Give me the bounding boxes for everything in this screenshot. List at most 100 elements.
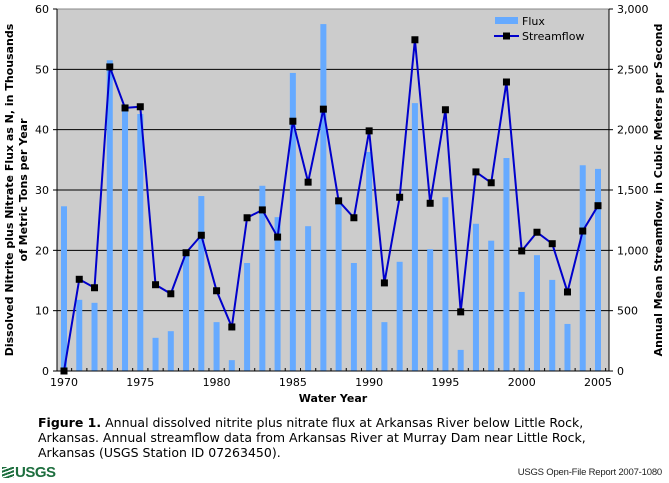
flux-bar-1995 (442, 197, 449, 371)
flux-bar-1973 (106, 60, 113, 372)
x-tick-label: 1975 (126, 376, 154, 389)
flux-bar-1989 (350, 263, 357, 371)
flux-bar-1981 (228, 360, 235, 371)
flux-bar-1976 (152, 337, 159, 371)
flux-bar-1982 (244, 263, 251, 371)
streamflow-point-1977 (167, 290, 175, 298)
legend-streamflow-marker (503, 32, 510, 40)
streamflow-point-1975 (136, 103, 144, 111)
streamflow-point-2004 (579, 227, 587, 235)
streamflow-point-1982 (243, 214, 251, 222)
y-tick-label: 40 (35, 124, 49, 137)
flux-bar-1983 (259, 185, 266, 371)
flux-bar-2004 (579, 165, 586, 371)
usgs-wave-icon (2, 467, 14, 478)
y-tick-label: 60 (35, 3, 49, 16)
caption-text: Annual dissolved nitrite plus nitrate fl… (38, 415, 586, 460)
streamflow-point-1995 (441, 106, 449, 114)
y-tick-label: 30 (35, 184, 49, 197)
flux-bar-1972 (91, 302, 98, 371)
streamflow-point-1986 (304, 178, 312, 186)
x-tick-label: 2000 (508, 376, 536, 389)
legend-streamflow-label: Streamflow (522, 30, 584, 43)
streamflow-point-2002 (548, 240, 556, 248)
streamflow-point-1973 (106, 63, 114, 71)
y2-tick-label: 3,000 (617, 3, 649, 16)
streamflow-point-1987 (319, 105, 327, 113)
flux-bar-1971 (76, 299, 83, 371)
streamflow-point-1980 (213, 287, 221, 295)
x-tick-label: 2005 (584, 376, 612, 389)
flux-bar-2001 (533, 255, 540, 371)
x-tick-label: 1980 (203, 376, 231, 389)
streamflow-point-1971 (75, 275, 83, 283)
flux-bar-1978 (183, 251, 190, 371)
flux-bar-2005 (595, 168, 601, 371)
flux-bars (61, 24, 601, 372)
flux-bar-1999 (503, 158, 510, 371)
y2-tick-label: 2,500 (617, 63, 649, 76)
streamflow-point-1984 (274, 233, 282, 241)
y2-tick-label: 1,500 (617, 184, 649, 197)
flux-bar-1988 (335, 197, 342, 371)
y2-tick-label: 500 (617, 305, 638, 318)
report-id: USGS Open-File Report 2007-1080 (517, 467, 663, 478)
y2-tick-label: 1,000 (617, 244, 649, 257)
flux-bar-2000 (518, 291, 525, 371)
flux-bar-1997 (472, 223, 479, 371)
streamflow-point-1992 (396, 193, 404, 201)
figure-caption: Figure 1. Annual dissolved nitrite plus … (38, 415, 638, 460)
y-tick-label: 50 (35, 63, 49, 76)
y2-axis-title: Annual Mean Streamflow, in Cubic Meters … (652, 24, 665, 357)
streamflow-point-1994 (426, 199, 434, 207)
flux-bar-1998 (488, 240, 495, 371)
y-axis-title-line1: Dissolved Nitrite plus Nitrate Flux as N… (3, 23, 16, 356)
x-tick-label: 1990 (355, 376, 383, 389)
flux-bar-1993 (411, 103, 418, 372)
flux-bar-1994 (427, 249, 434, 371)
streamflow-point-1978 (182, 249, 190, 257)
x-axis-ticks: 1970 1975 1980 1985 1990 1995 2000 2005 (50, 376, 612, 389)
right-axis-ticks: 0 500 1,000 1,500 2,000 2,500 3,000 (609, 3, 649, 378)
y-axis-title-line2: of Metric Tons per Year (17, 118, 30, 262)
flux-bar-1984 (274, 217, 281, 371)
usgs-logo[interactable]: USGS (2, 464, 56, 481)
streamflow-point-1998 (487, 179, 495, 187)
streamflow-point-1981 (228, 323, 236, 331)
streamflow-point-2003 (563, 288, 571, 296)
flux-bar-2003 (564, 323, 571, 371)
caption-label: Figure 1. (38, 415, 102, 430)
flux-bar-2002 (549, 279, 556, 371)
flux-bar-1975 (137, 113, 144, 371)
y2-tick-label: 2,000 (617, 124, 649, 137)
flux-bar-1990 (366, 151, 373, 371)
flux-bar-1987 (320, 24, 327, 371)
flux-bar-1977 (167, 331, 174, 371)
streamflow-point-1990 (365, 127, 373, 135)
streamflow-point-1979 (197, 231, 205, 239)
chart: 0 10 20 30 40 50 60 0 500 1,000 1,500 2,000 2,500 3,… (3, 3, 665, 405)
flux-bar-1991 (381, 322, 388, 371)
streamflow-polyline (63, 39, 599, 372)
streamflow-point-1985 (289, 117, 297, 125)
legend-flux-swatch (495, 17, 518, 24)
legend-flux-label: Flux (522, 15, 545, 28)
streamflow-point-2001 (533, 228, 541, 236)
flux-bar-1996 (457, 349, 464, 371)
streamflow-point-1989 (350, 214, 358, 222)
streamflow-point-1972 (91, 284, 99, 292)
x-axis-title: Water Year (299, 392, 368, 405)
x-tick-label: 1995 (431, 376, 459, 389)
logo-text: USGS (15, 464, 56, 481)
streamflow-point-1988 (335, 197, 343, 205)
streamflow-point-1993 (411, 36, 419, 44)
y-tick-label: 10 (35, 305, 49, 318)
flux-bar-1979 (198, 196, 205, 371)
flux-bar-1986 (305, 226, 312, 371)
streamflow-point-2005 (594, 202, 602, 210)
x-tick-label: 1985 (279, 376, 307, 389)
flux-bar-1992 (396, 261, 403, 371)
flux-bar-1985 (289, 72, 296, 371)
y2-tick-label: 0 (617, 365, 624, 378)
streamflow-point-1983 (258, 206, 266, 214)
